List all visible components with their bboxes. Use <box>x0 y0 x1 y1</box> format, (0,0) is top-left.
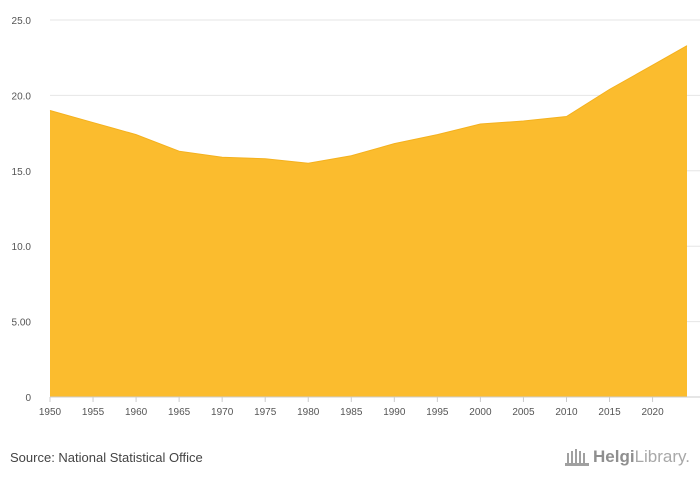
data-point[interactable] <box>48 108 52 112</box>
x-tick-label: 2005 <box>512 407 535 418</box>
data-point[interactable] <box>220 155 224 159</box>
area-line <box>49 45 688 164</box>
x-tick-label: 2000 <box>469 407 492 418</box>
area-series <box>48 44 689 398</box>
data-point[interactable] <box>564 115 568 119</box>
x-tick-label: 1955 <box>82 407 105 418</box>
x-tick-label: 2020 <box>641 407 664 418</box>
data-point[interactable] <box>306 161 310 165</box>
x-tick-label: 1950 <box>39 407 62 418</box>
data-point[interactable] <box>263 157 267 161</box>
data-point[interactable] <box>177 149 181 153</box>
data-point[interactable] <box>685 44 689 48</box>
x-tick-label: 1970 <box>211 407 234 418</box>
y-tick-label: 10.0 <box>12 242 32 253</box>
brand-suffix: Library. <box>634 447 690 466</box>
y-tick-label: 5.00 <box>12 318 32 329</box>
library-building-icon <box>565 449 589 466</box>
data-point[interactable] <box>521 119 525 123</box>
x-tick-label: 1995 <box>426 407 449 418</box>
x-tick-label: 1960 <box>125 407 148 418</box>
data-point[interactable] <box>134 133 138 137</box>
y-tick-label: 20.0 <box>12 91 32 102</box>
y-tick-label: 25.0 <box>12 16 32 27</box>
brand-logo[interactable]: Helgi Library. <box>564 447 690 467</box>
axes: 0 5.00 10.0 15.0 20.0 25.0 1950 1955 1960 1965 197… <box>12 16 700 418</box>
x-tick-label: 1985 <box>340 407 363 418</box>
data-point[interactable] <box>349 154 353 158</box>
brand-name: Helgi <box>593 447 635 466</box>
data-point[interactable] <box>392 142 396 146</box>
data-point[interactable] <box>608 87 612 91</box>
data-point[interactable] <box>91 121 95 125</box>
source-note: Source: National Statistical Office <box>10 450 203 465</box>
x-tick-label: 2015 <box>598 407 621 418</box>
x-tick-label: 2010 <box>555 407 578 418</box>
data-point[interactable] <box>435 133 439 137</box>
y-tick-label: 0 <box>25 393 31 404</box>
x-tick-label: 1980 <box>297 407 320 418</box>
data-point[interactable] <box>651 63 655 67</box>
x-tick-label: 1975 <box>254 407 277 418</box>
y-tick-label: 15.0 <box>12 167 32 178</box>
area-chart: 0 5.00 10.0 15.0 20.0 25.0 1950 1955 1960 1965 197… <box>12 16 700 418</box>
area-fill <box>50 45 687 398</box>
data-point[interactable] <box>478 122 482 126</box>
x-tick-label: 1990 <box>383 407 406 418</box>
x-tick-label: 1965 <box>168 407 191 418</box>
